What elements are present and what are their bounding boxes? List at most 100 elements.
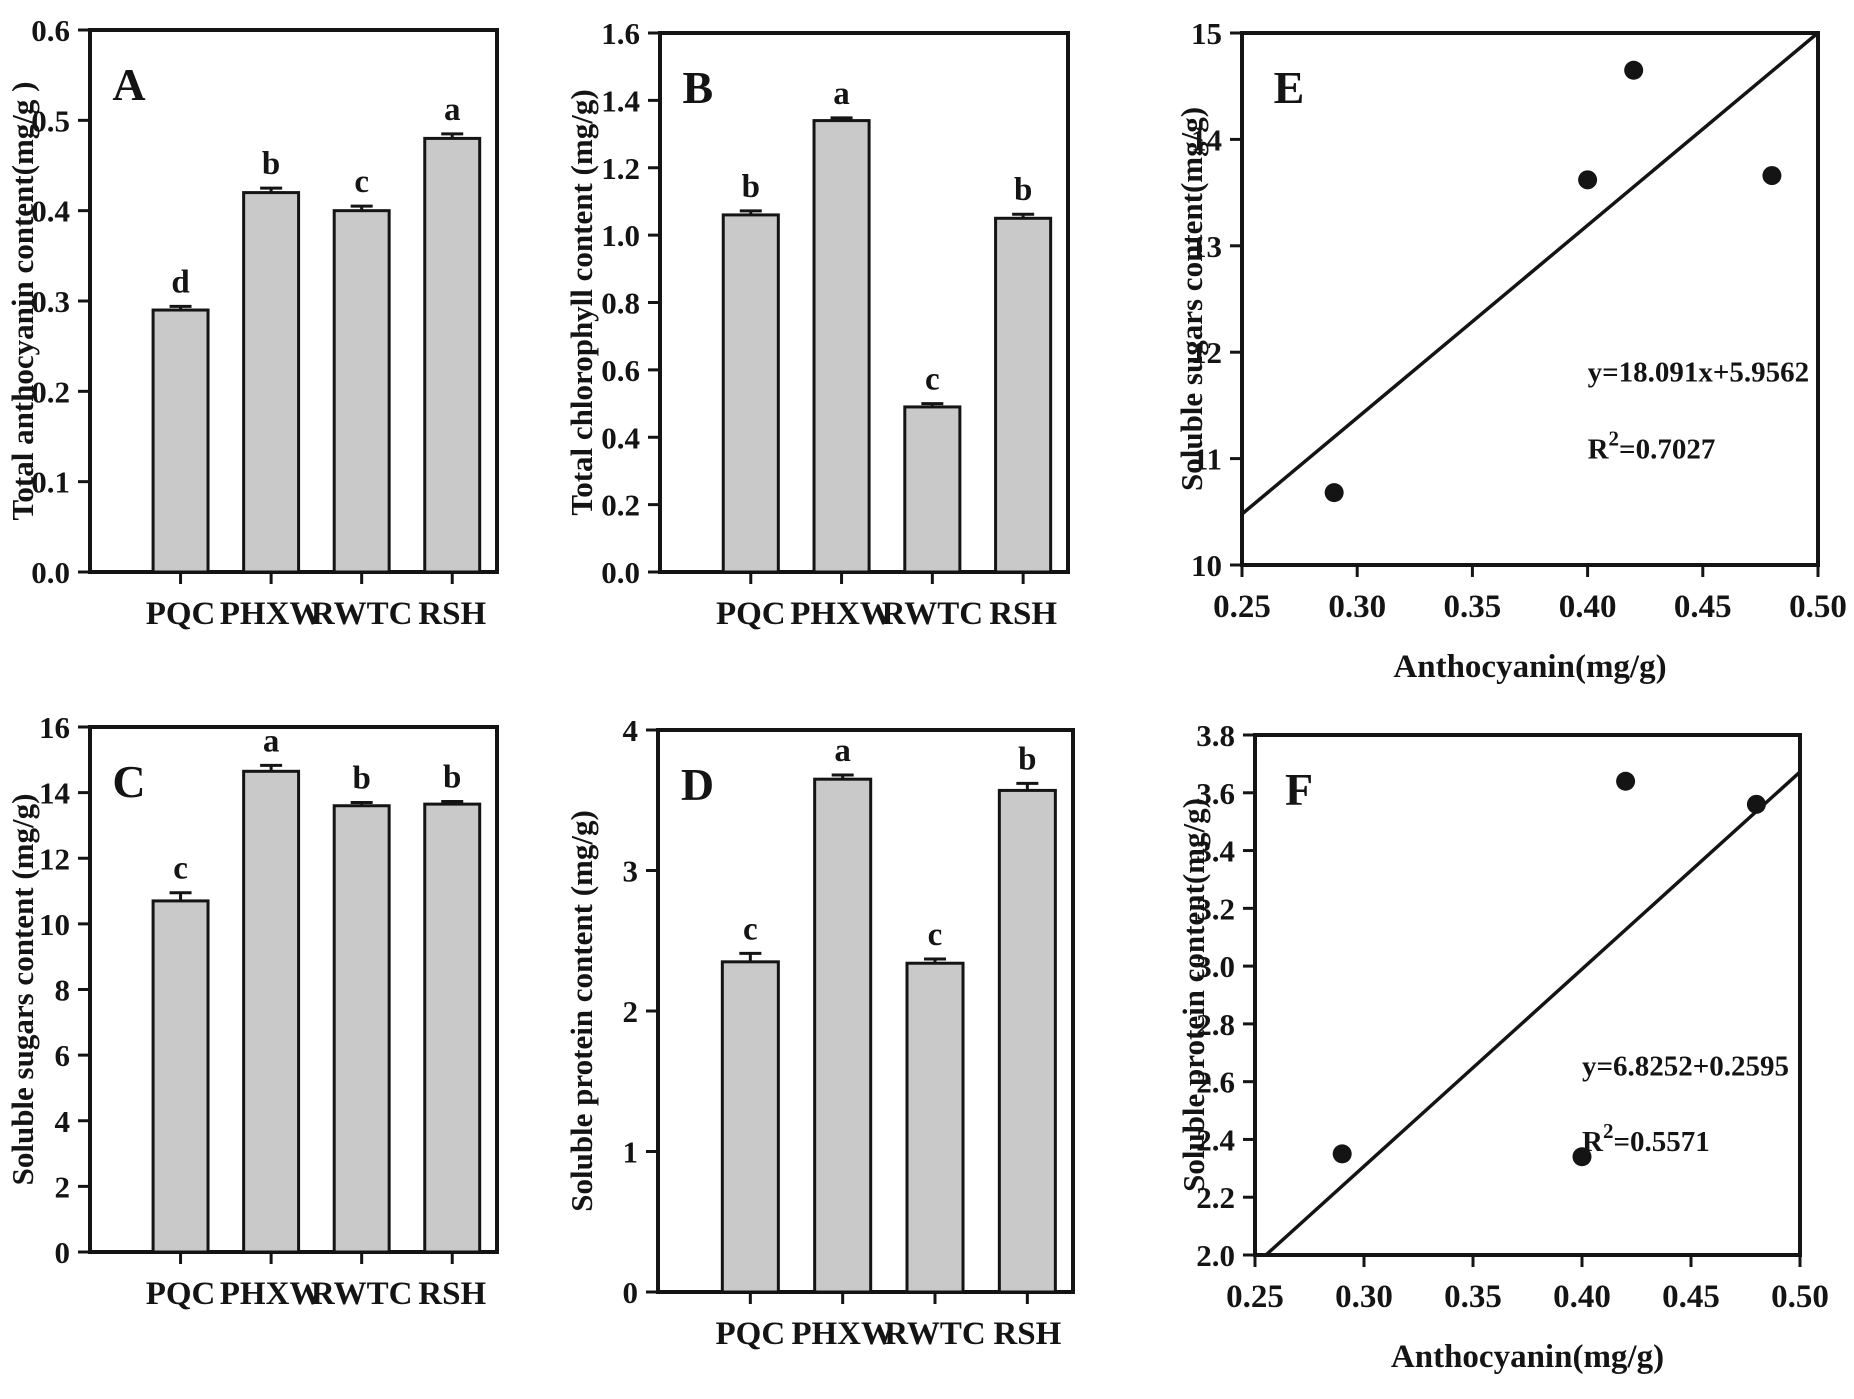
x-category-label: RWTC xyxy=(311,1276,413,1312)
scatter-point xyxy=(1332,1144,1352,1164)
y-tick-label: 10 xyxy=(39,907,70,942)
y-axis-label: Total chlorophyll content (mg/g) xyxy=(564,89,599,515)
panel-c-soluble-sugars-bar-chart: 0 2 4 6 8 10 12 14 16 Soluble sugars content (mg/… xyxy=(5,710,499,1312)
y-tick-label: 0 xyxy=(55,1235,71,1270)
bar xyxy=(720,960,780,1294)
y-tick-label: 8 xyxy=(55,973,71,1008)
y-tick-label: 1.4 xyxy=(601,83,640,118)
x-tick-label: 0.35 xyxy=(1444,589,1502,625)
scatter-point xyxy=(1624,60,1644,80)
y-tick-label: 4 xyxy=(55,1104,71,1139)
panel-letter: A xyxy=(112,59,145,110)
y-tick-label: 3.4 xyxy=(1196,834,1235,869)
y-tick-label: 12 xyxy=(1191,335,1222,370)
scatter-point xyxy=(1762,166,1782,186)
plot-frame xyxy=(1253,733,1802,1257)
y-tick-label: 0.5 xyxy=(31,103,70,138)
y-tick-label: 2.6 xyxy=(1196,1065,1235,1100)
y-tick-label: 1.0 xyxy=(601,218,640,253)
x-tick-label: 0.35 xyxy=(1444,1279,1502,1315)
significance-letter: c xyxy=(354,164,369,200)
x-tick-label: 0.45 xyxy=(1662,1279,1720,1315)
x-category-label: PQC xyxy=(716,1316,786,1352)
x-category-label: RSH xyxy=(418,1276,486,1312)
y-tick-label: 2.8 xyxy=(1196,1007,1235,1042)
x-tick-label: 0.25 xyxy=(1213,589,1271,625)
panel-f-protein-vs-anthocyanin-scatter: 2.0 2.2 2.4 2.6 2.8 3.0 3.2 3.4 3.6 3.8 Soluble pr… xyxy=(1180,718,1829,1375)
y-tick-label: 16 xyxy=(39,710,70,745)
panel-letter: C xyxy=(112,756,145,807)
y-tick-label: 0 xyxy=(623,1275,639,1310)
panel-letter: E xyxy=(1274,62,1305,113)
x-tick-label: 0.40 xyxy=(1559,589,1617,625)
x-category-label: PHXW xyxy=(220,1276,323,1312)
regression-line xyxy=(1240,31,1819,516)
x-category-label: RWTC xyxy=(311,596,413,632)
bar xyxy=(905,961,965,1294)
bar xyxy=(242,191,301,574)
x-category-label: RSH xyxy=(418,596,486,632)
x-category-label: PQC xyxy=(716,596,786,632)
y-tick-label: 0.4 xyxy=(31,194,70,229)
bar xyxy=(423,802,482,1254)
y-tick-label: 3 xyxy=(623,854,639,889)
bar xyxy=(812,119,871,574)
y-axis-label: Soluble protein content(mg/g) xyxy=(1180,798,1211,1192)
y-tick-label: 4 xyxy=(623,713,639,748)
x-axis-label: Anthocyanin(mg/g) xyxy=(1391,1339,1664,1375)
panel-letter: F xyxy=(1285,764,1313,815)
panel-e-sugars-vs-anthocyanin-scatter: 10 11 12 13 14 15 Soluble sugars content(mg/g)… xyxy=(1180,16,1847,685)
significance-letter: b xyxy=(352,760,370,796)
plot-frame xyxy=(1240,31,1820,567)
significance-letter: c xyxy=(928,917,943,953)
significance-letter: a xyxy=(834,733,851,769)
scatter-point xyxy=(1746,794,1766,814)
y-tick-label: 0.1 xyxy=(31,465,70,500)
y-tick-label: 0.2 xyxy=(31,374,70,409)
significance-letter: c xyxy=(925,362,940,398)
r-squared-label: R2=0.5571 xyxy=(1582,1119,1710,1158)
y-tick-label: 6 xyxy=(55,1038,71,1073)
significance-letter: d xyxy=(171,264,189,300)
x-tick-label: 0.25 xyxy=(1226,1279,1284,1315)
x-category-label: PHXW xyxy=(790,596,893,632)
bar xyxy=(813,777,873,1294)
scatter-point xyxy=(1572,1147,1592,1167)
x-axis-label: Anthocyanin(mg/g) xyxy=(1393,649,1666,685)
x-tick-label: 0.45 xyxy=(1674,589,1732,625)
y-axis-label: Soluble sugars content(mg/g) xyxy=(1180,107,1209,491)
y-tick-label: 0.4 xyxy=(601,420,640,455)
x-category-label: PQC xyxy=(146,1276,216,1312)
scatter-point xyxy=(1324,483,1344,503)
y-axis-label: Soluble sugars content (mg/g) xyxy=(5,794,40,1186)
y-tick-label: 0.0 xyxy=(31,555,70,590)
bar xyxy=(332,804,391,1254)
bar xyxy=(994,216,1053,574)
y-tick-label: 14 xyxy=(1191,122,1222,157)
x-tick-label: 0.50 xyxy=(1789,589,1847,625)
y-tick-label: 3.2 xyxy=(1196,891,1235,926)
significance-letter: b xyxy=(443,759,461,795)
significance-letter: a xyxy=(444,92,461,128)
y-tick-label: 3.6 xyxy=(1196,776,1235,811)
y-axis-label: Total anthocyanin content(mg/g ) xyxy=(5,82,40,521)
y-tick-label: 0.6 xyxy=(31,13,70,48)
regression-line xyxy=(1264,770,1802,1257)
y-tick-label: 0.8 xyxy=(601,286,640,321)
y-tick-label: 0.2 xyxy=(601,488,640,523)
y-tick-label: 2.0 xyxy=(1196,1238,1235,1273)
y-tick-label: 11 xyxy=(1193,442,1222,477)
panel-b-chlorophyll-bar-chart: 0.0 0.2 0.4 0.6 0.8 1.0 1.2 1.4 1.6 Total chlorop… xyxy=(564,16,1070,632)
bar xyxy=(423,136,482,574)
equation-label: y=18.091x+5.9562 xyxy=(1588,356,1810,388)
x-category-label: PHXW xyxy=(220,596,323,632)
significance-letter: b xyxy=(1014,172,1032,208)
x-tick-label: 0.50 xyxy=(1771,1279,1829,1315)
y-tick-label: 3.0 xyxy=(1196,949,1235,984)
panel-letter: B xyxy=(682,62,713,113)
y-tick-label: 2 xyxy=(623,994,639,1029)
x-category-label: RSH xyxy=(993,1316,1061,1352)
x-category-label: RWTC xyxy=(884,1316,986,1352)
bar xyxy=(151,308,210,574)
